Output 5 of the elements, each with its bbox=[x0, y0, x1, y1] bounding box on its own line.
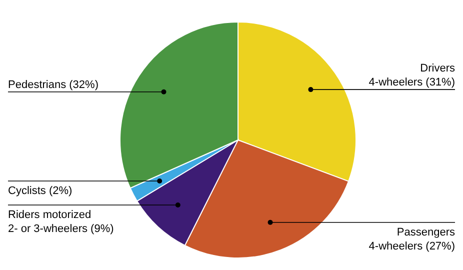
slice-label: Riders motorized 2- or 3-wheelers (9%) bbox=[8, 208, 114, 235]
slice-label: Pedestrians (32%) bbox=[8, 78, 98, 91]
slice-label: Drivers 4-wheelers (31%) bbox=[368, 62, 456, 89]
slice-label: Passengers 4-wheelers (27%) bbox=[368, 226, 456, 252]
slice-label: Cyclists (2%) bbox=[8, 185, 72, 198]
